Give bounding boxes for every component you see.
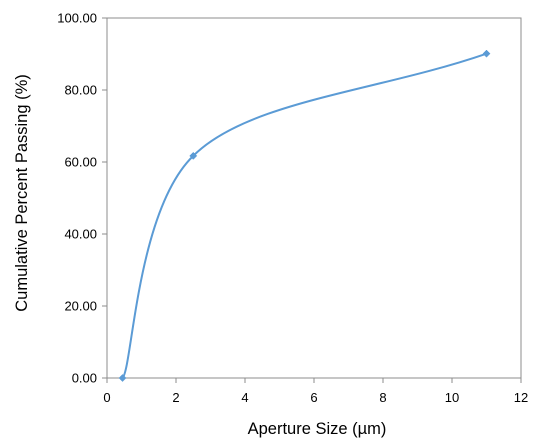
y-tick-label: 40.00	[64, 227, 97, 242]
x-tick-label: 2	[172, 390, 179, 405]
plot-area	[106, 17, 522, 379]
data-series	[118, 49, 491, 382]
y-axis-title: Cumulative Percent Passing (%)	[13, 74, 31, 312]
y-tick-label: 60.00	[64, 155, 97, 170]
y-tick-label: 20.00	[64, 299, 97, 314]
series-line	[121, 52, 487, 379]
x-tick-label: 0	[103, 390, 110, 405]
x-tick-label: 10	[445, 390, 459, 405]
data-point-marker	[189, 151, 198, 160]
x-tick-label: 8	[379, 390, 386, 405]
x-tick-label: 6	[310, 390, 317, 405]
y-axis: 0.00 20.00 40.00 60.00 80.00 100.00	[57, 11, 107, 386]
x-axis-title: Aperture Size (µm)	[248, 420, 387, 438]
y-tick-label: 80.00	[64, 83, 97, 98]
data-point-marker	[118, 374, 127, 382]
x-axis: 0 2 4 6 8 10 12	[103, 378, 528, 405]
x-tick-label: 12	[514, 390, 528, 405]
y-tick-label: 100.00	[57, 11, 97, 26]
data-point-marker	[482, 49, 491, 58]
x-tick-label: 4	[241, 390, 248, 405]
y-tick-label: 0.00	[72, 371, 97, 386]
